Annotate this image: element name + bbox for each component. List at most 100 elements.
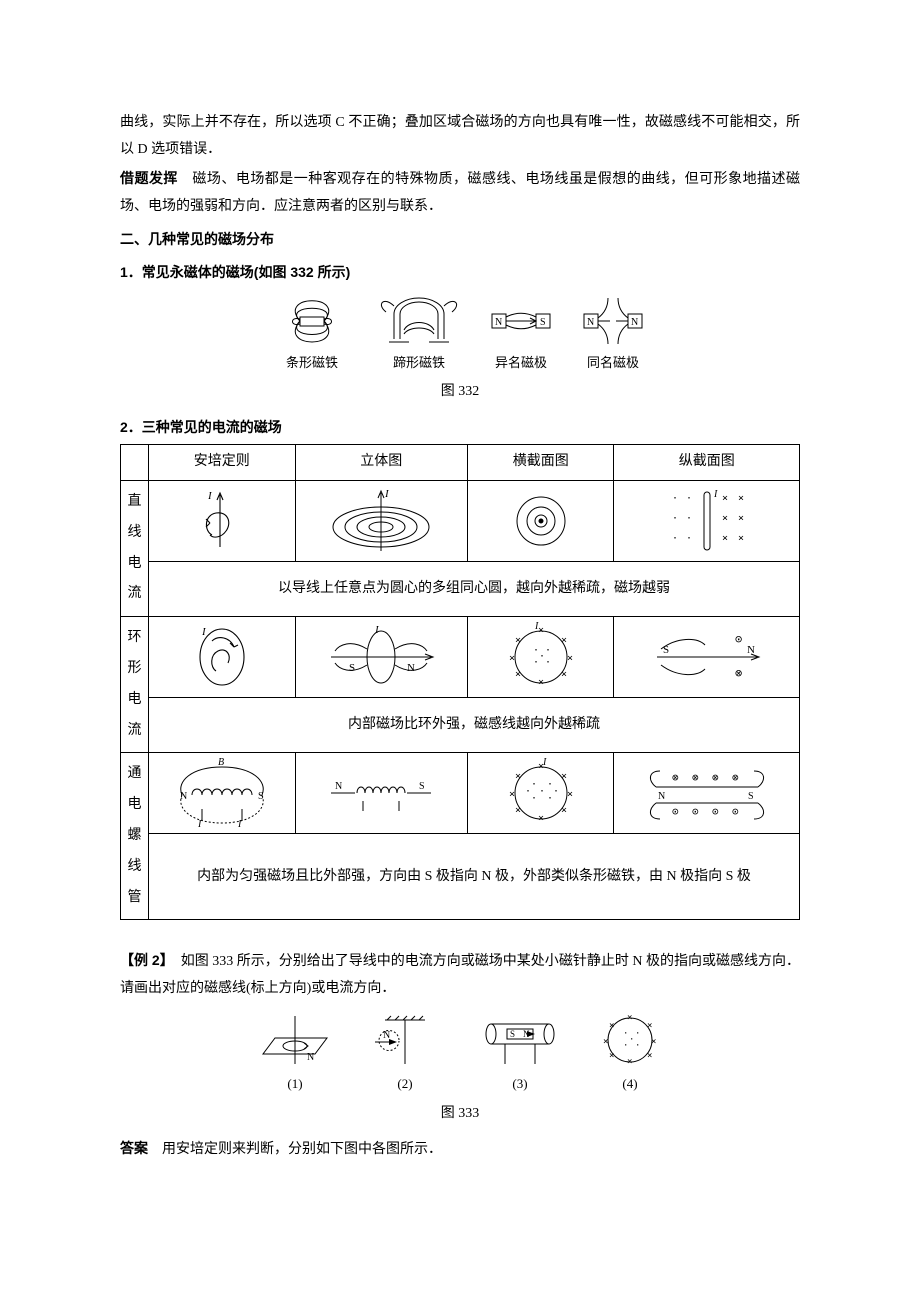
svg-text:I: I — [713, 489, 718, 500]
th-2: 横截面图 — [467, 445, 614, 481]
fig332-label-0: 条形磁铁 — [286, 351, 338, 376]
ex2-1: N (1) — [255, 1010, 335, 1097]
svg-text:×: × — [609, 1051, 614, 1061]
svg-text:·: · — [553, 786, 559, 797]
svg-text:·: · — [539, 651, 545, 662]
example2-label: 【例 2】 — [120, 952, 167, 968]
answer-para: 答案 用安培定则来判断，分别如下图中各图所示． — [120, 1135, 800, 1164]
fig332-caption: 图 332 — [120, 379, 800, 406]
svg-text:×: × — [515, 805, 521, 816]
svg-text:⊗: ⊗ — [692, 771, 699, 784]
svg-text:×: × — [567, 789, 573, 800]
r1-3d: I — [295, 481, 467, 562]
r1-cross — [467, 481, 614, 562]
r2-desc: 内部磁场比环外强，磁感线越向外越稀疏 — [149, 698, 800, 753]
ex2-2: N (2) — [365, 1010, 445, 1097]
th-blank — [121, 445, 149, 481]
r2-long: ⊙ ⊗ S N — [614, 617, 800, 698]
svg-text:N: N — [495, 317, 502, 328]
r1-long: ·· ·· ·· ×× ×× ×× I — [614, 481, 800, 562]
fig332-label-2: 异名磁极 — [495, 351, 547, 376]
svg-text:×: × — [722, 513, 728, 524]
svg-text:×: × — [647, 1051, 652, 1061]
svg-text:×: × — [509, 789, 515, 800]
svg-text:N: N — [307, 1052, 314, 1063]
svg-text:×: × — [722, 533, 728, 544]
section-2-title: 二、几种常见的磁场分布 — [120, 226, 800, 253]
svg-text:S: S — [258, 791, 264, 802]
fig332-label-3: 同名磁极 — [587, 351, 639, 376]
svg-text:I: I — [384, 488, 390, 500]
fig332-label-1: 蹄形磁铁 — [393, 351, 445, 376]
svg-text:·: · — [531, 793, 537, 804]
svg-text:N: N — [747, 644, 755, 656]
svg-text:N: N — [335, 781, 342, 792]
ex2-4: ××× ××× ×× ·· ·· · (4) — [595, 1010, 665, 1097]
svg-text:S: S — [510, 1029, 515, 1039]
ex2-num-3: (4) — [622, 1072, 637, 1097]
r3-3d: N S — [295, 753, 467, 834]
svg-text:⊗: ⊗ — [732, 771, 739, 784]
fig332-unlike-poles: N S 异名磁极 — [486, 294, 556, 376]
r2-cross: ××× ××× ×× ·· ·· · I — [467, 617, 614, 698]
svg-text:⊗: ⊗ — [735, 666, 742, 680]
svg-text:×: × — [509, 653, 515, 664]
svg-text:×: × — [567, 653, 573, 664]
svg-text:I: I — [374, 624, 380, 636]
fig332-like-poles: N N 同名磁极 — [578, 294, 648, 376]
example2-text: 如图 333 所示，分别给出了导线中的电流方向或磁场中某处小磁针静止时 N 极的… — [120, 954, 800, 996]
row2-label: 环形电流 — [121, 617, 149, 753]
row1-label: 直线电流直线电流 — [121, 481, 149, 617]
svg-text:×: × — [738, 513, 744, 524]
th-1: 立体图 — [295, 445, 467, 481]
svg-text:×: × — [651, 1037, 656, 1047]
svg-text:I: I — [207, 490, 213, 502]
svg-text:S: S — [419, 781, 425, 792]
svg-text:·: · — [686, 493, 692, 504]
svg-text:·: · — [635, 1029, 640, 1039]
r1-ampere: I — [149, 481, 296, 562]
svg-text:×: × — [561, 635, 567, 646]
figure-333: N (1) N (2) — [120, 1010, 800, 1127]
r1-desc: 以导线上任意点为圆心的多组同心圆，越向外越稀疏，磁场越弱 — [149, 562, 800, 617]
intro-p1: 曲线，实际上并不存在，所以选项 C 不正确；叠加区域合磁场的方向也具有唯一性，故… — [120, 110, 800, 163]
svg-text:·: · — [686, 513, 692, 524]
ex2-3: S N (3) — [475, 1010, 565, 1097]
r2-3d: S N I — [295, 617, 467, 698]
intro-p2-label: 借题发挥 — [120, 170, 178, 186]
ex2-num-0: (1) — [287, 1072, 302, 1097]
svg-text:I: I — [534, 621, 539, 632]
sub-2-title: 2．三种常见的电流的磁场 — [120, 414, 800, 441]
r3-cross: ××× ××× ×× ·· ·· ··· I — [467, 753, 614, 834]
ex2-num-2: (3) — [512, 1072, 527, 1097]
svg-text:I: I — [542, 757, 547, 768]
svg-text:·: · — [531, 779, 537, 790]
svg-text:·: · — [629, 1035, 634, 1045]
intro-p2: 借题发挥 磁场、电场都是一种客观存在的特殊物质，磁感线、电场线虽是假想的曲线，但… — [120, 165, 800, 220]
fig333-caption: 图 333 — [120, 1101, 800, 1128]
r3-desc: 内部为匀强磁场且比外部强，方向由 S 极指向 N 极，外部类似条形磁铁，由 N … — [149, 834, 800, 920]
svg-text:×: × — [515, 771, 521, 782]
svg-text:·: · — [635, 1041, 640, 1051]
svg-text:×: × — [515, 635, 521, 646]
r2-ampere: I — [149, 617, 296, 698]
ex2-num-1: (2) — [397, 1072, 412, 1097]
svg-text:×: × — [722, 493, 728, 504]
svg-text:·: · — [672, 533, 678, 544]
svg-text:·: · — [525, 786, 531, 797]
row3-label: 通电螺线管 — [121, 753, 149, 920]
current-field-table: 安培定则 立体图 横截面图 纵截面图 直线电流直线电流 I — [120, 444, 800, 920]
svg-text:×: × — [627, 1057, 632, 1067]
svg-text:⊙: ⊙ — [692, 805, 699, 818]
svg-text:×: × — [647, 1021, 652, 1031]
th-3: 纵截面图 — [614, 445, 800, 481]
svg-text:×: × — [538, 813, 544, 824]
svg-text:N: N — [180, 791, 187, 802]
figure-332: 条形磁铁 蹄形磁铁 — [120, 294, 800, 406]
svg-text:⊙: ⊙ — [735, 632, 742, 646]
svg-text:N: N — [407, 662, 415, 674]
th-0: 安培定则 — [149, 445, 296, 481]
svg-text:S: S — [748, 791, 754, 802]
svg-text:·: · — [672, 513, 678, 524]
svg-text:·: · — [686, 533, 692, 544]
